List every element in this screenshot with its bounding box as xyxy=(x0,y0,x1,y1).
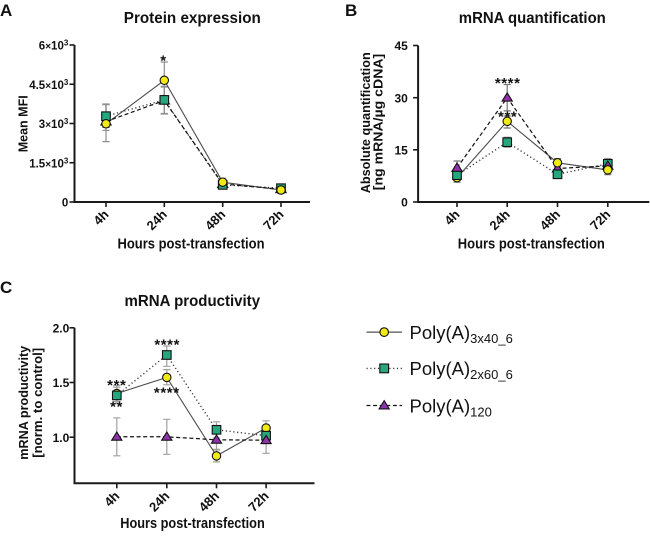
svg-text:1.5: 1.5 xyxy=(53,376,70,390)
svg-text:Hours post-transfection: Hours post-transfection xyxy=(118,236,265,252)
svg-text:0: 0 xyxy=(401,196,408,210)
svg-text:mRNA quantification: mRNA quantification xyxy=(459,10,606,27)
svg-text:**: ** xyxy=(110,399,123,416)
svg-text:0: 0 xyxy=(62,198,68,210)
svg-text:****: **** xyxy=(154,336,180,353)
svg-text:C: C xyxy=(0,278,12,297)
svg-text:6×103: 6×103 xyxy=(39,39,69,53)
svg-text:mRNA productivity: mRNA productivity xyxy=(125,293,261,310)
svg-text:Hours post-transfection: Hours post-transfection xyxy=(458,236,605,252)
svg-text:B: B xyxy=(345,1,357,20)
svg-text:*: * xyxy=(160,52,166,69)
svg-text:30: 30 xyxy=(394,91,408,105)
svg-text:****: **** xyxy=(495,75,521,92)
svg-text:mRNA productivity: mRNA productivity xyxy=(17,346,31,460)
svg-text:[ng mRNA/µg cDNA]: [ng mRNA/µg cDNA] xyxy=(372,54,386,191)
svg-text:3×103: 3×103 xyxy=(39,117,69,131)
svg-text:****: **** xyxy=(154,384,180,401)
svg-text:Mean MFI: Mean MFI xyxy=(16,95,30,152)
svg-text:1.0: 1.0 xyxy=(53,431,70,445)
svg-text:A: A xyxy=(0,1,12,20)
svg-text:Hours post-transfection: Hours post-transfection xyxy=(120,516,265,532)
svg-text:Poly(A)2x60_6: Poly(A)2x60_6 xyxy=(410,358,513,382)
svg-text:[norm. to control]: [norm. to control] xyxy=(31,348,45,458)
svg-text:15: 15 xyxy=(394,144,408,158)
svg-text:2.0: 2.0 xyxy=(53,321,70,335)
svg-text:1.5×103: 1.5×103 xyxy=(29,156,69,170)
svg-text:***: *** xyxy=(498,108,517,125)
svg-text:4.5×103: 4.5×103 xyxy=(29,78,69,92)
svg-text:Protein expression: Protein expression xyxy=(124,10,261,27)
svg-text:***: *** xyxy=(107,377,126,394)
svg-text:45: 45 xyxy=(394,39,408,53)
svg-text:Absolute quantification: Absolute quantification xyxy=(359,52,373,193)
